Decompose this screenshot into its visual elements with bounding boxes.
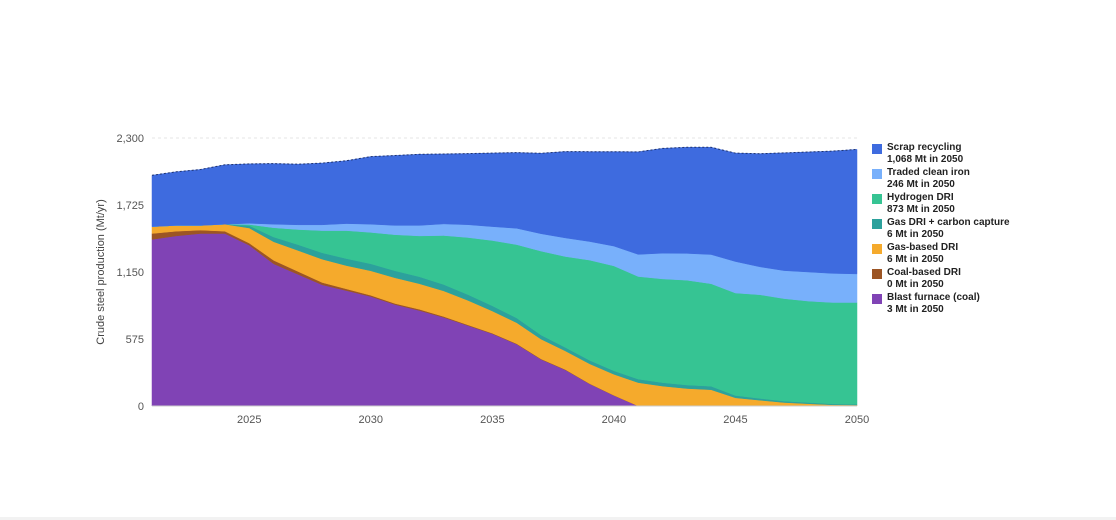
legend-item-traded-clean-iron[interactable]: Traded clean iron 246 Mt in 2050 — [872, 167, 1112, 191]
legend-item-gas-based-dri[interactable]: Gas-based DRI 6 Mt in 2050 — [872, 242, 1112, 266]
legend-swatch — [872, 269, 882, 279]
y-tick-label: 1,150 — [116, 267, 144, 279]
legend-label: Scrap recycling — [887, 142, 962, 153]
legend-swatch — [872, 294, 882, 304]
total-line — [151, 146, 858, 176]
legend-label: Gas DRI + carbon capture — [887, 217, 1010, 228]
legend-label: Traded clean iron — [887, 167, 970, 178]
legend-label: Blast furnace (coal) — [887, 292, 980, 303]
legend-item-coal-based-dri[interactable]: Coal-based DRI 0 Mt in 2050 — [872, 267, 1112, 291]
y-tick-label: 1,725 — [116, 200, 144, 212]
legend-value: 3 Mt in 2050 — [887, 304, 944, 315]
legend-value: 0 Mt in 2050 — [887, 279, 944, 290]
legend-swatch — [872, 144, 882, 154]
y-axis-title: Crude steel production (Mt/yr) — [95, 199, 107, 345]
x-tick-label: 2025 — [237, 414, 261, 426]
x-tick-label: 2030 — [359, 414, 383, 426]
legend-swatch — [872, 244, 882, 254]
y-tick-label: 2,300 — [116, 133, 144, 145]
area-layer — [151, 146, 858, 407]
legend-swatch — [872, 194, 882, 204]
x-tick-label: 2040 — [602, 414, 626, 426]
legend-swatch — [872, 169, 882, 179]
x-tick-label: 2050 — [845, 414, 869, 426]
legend-label: Gas-based DRI — [887, 242, 959, 253]
x-tick-label: 2045 — [723, 414, 747, 426]
y-tick-label: 575 — [126, 334, 144, 346]
legend-value: 6 Mt in 2050 — [887, 254, 944, 265]
legend-item-blast-furnace[interactable]: Blast furnace (coal) 3 Mt in 2050 — [872, 292, 1112, 316]
x-tick-label: 2035 — [480, 414, 504, 426]
legend-value: 1,068 Mt in 2050 — [887, 154, 964, 165]
legend-value: 6 Mt in 2050 — [887, 229, 944, 240]
legend-value: 246 Mt in 2050 — [887, 179, 955, 190]
legend-item-gas-dri-ccs[interactable]: Gas DRI + carbon capture 6 Mt in 2050 — [872, 217, 1112, 241]
axis-layer: 0 575 1,150 1,725 2,300 2025 2030 2035 2040 2045 2… — [116, 133, 869, 426]
chart-legend: Scrap recycling 1,068 Mt in 2050 Traded … — [872, 142, 1112, 317]
legend-label: Coal-based DRI — [887, 267, 961, 278]
legend-label: Hydrogen DRI — [887, 192, 954, 203]
legend-item-hydrogen-dri[interactable]: Hydrogen DRI 873 Mt in 2050 — [872, 192, 1112, 216]
legend-item-scrap-recycling[interactable]: Scrap recycling 1,068 Mt in 2050 — [872, 142, 1112, 166]
legend-swatch — [872, 219, 882, 229]
legend-value: 873 Mt in 2050 — [887, 204, 955, 215]
bottom-divider — [0, 517, 1116, 520]
y-tick-label: 0 — [138, 401, 144, 413]
